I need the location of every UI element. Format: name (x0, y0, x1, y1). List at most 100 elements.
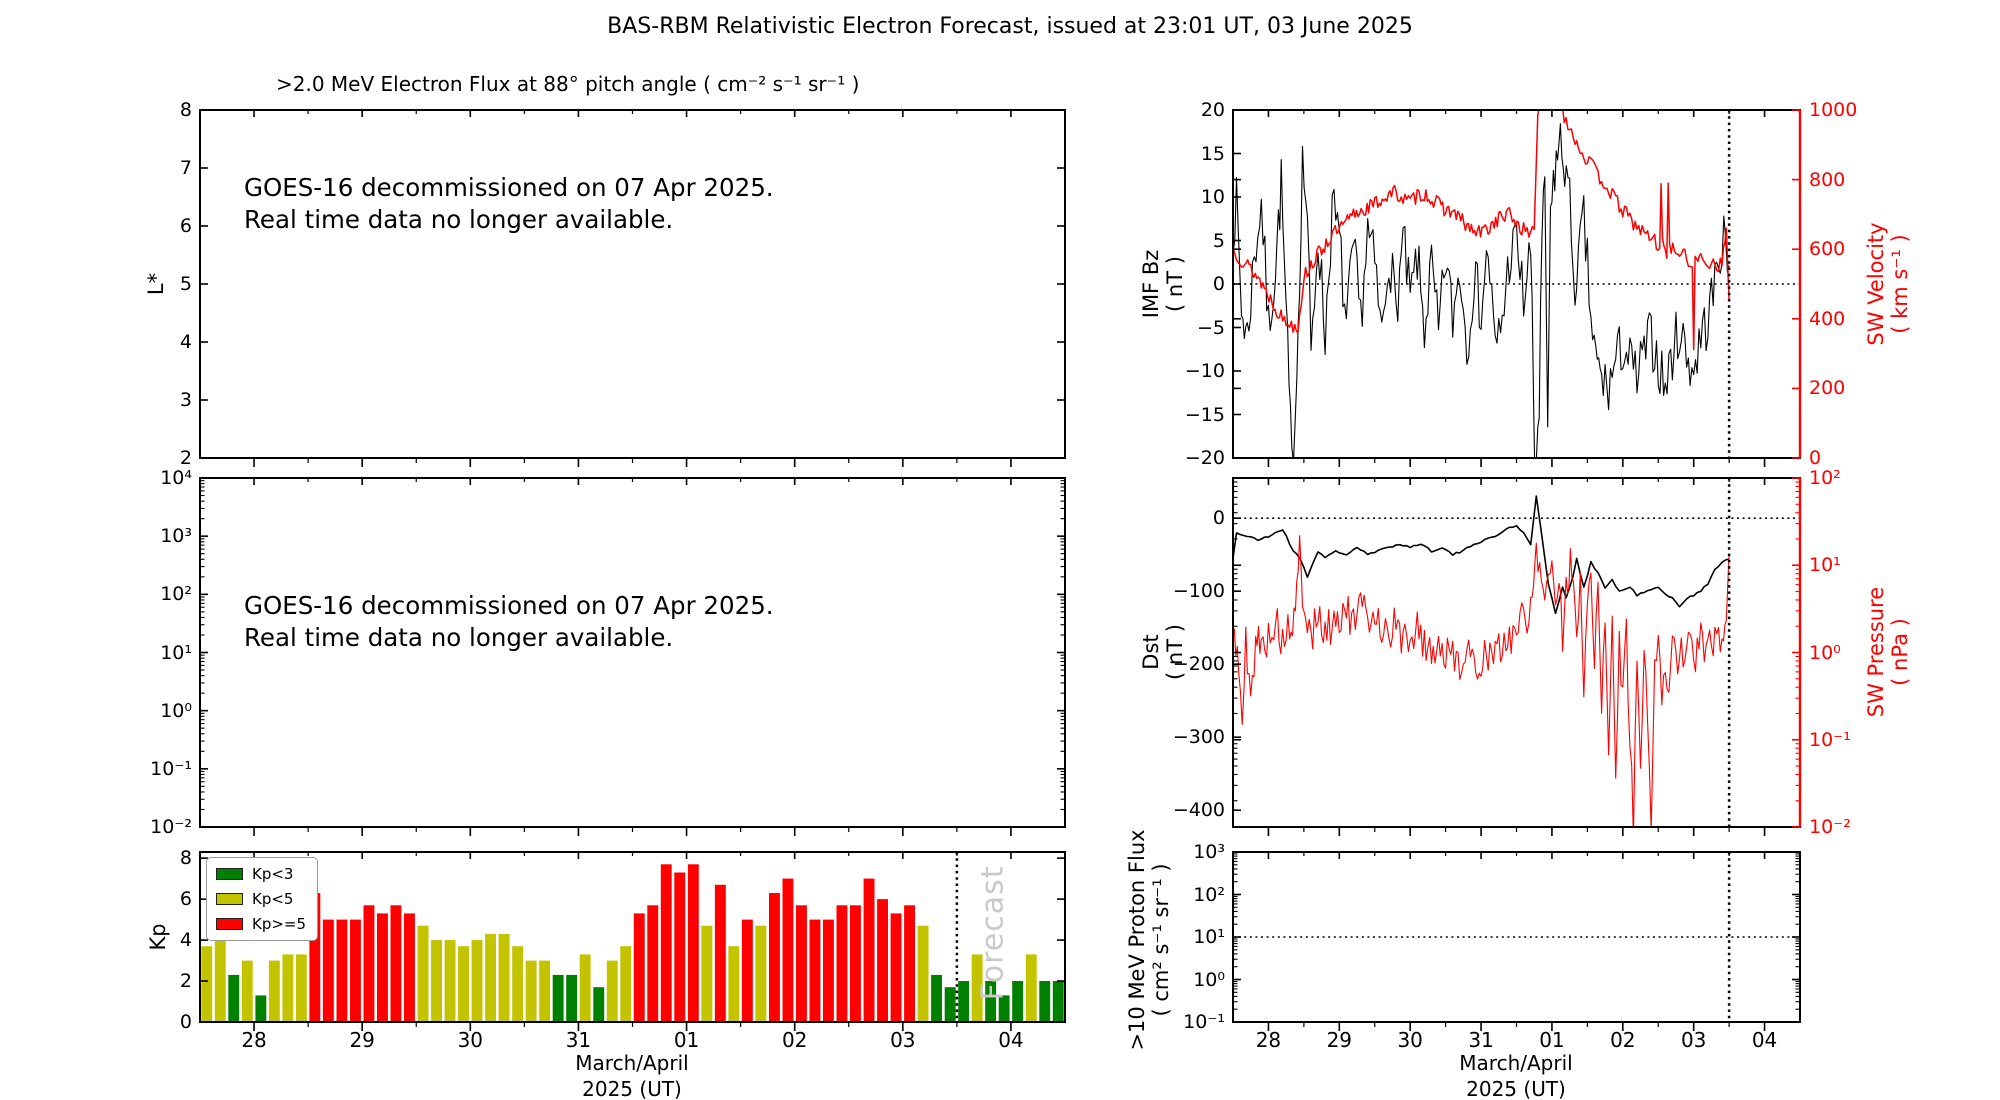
sw-pressure-axis-label: SW Pressure ( nPa ) (1864, 587, 1912, 717)
bz-ytick: −5 (1196, 316, 1225, 339)
bz-ytick: −15 (1184, 403, 1225, 426)
proton-ytick: 10¹ (1193, 926, 1225, 948)
y-ticks-both (200, 109, 1065, 459)
kp-legend-label: Kp>=5 (252, 915, 307, 933)
sw-pressure-axis-label-line1: SW Pressure (1863, 586, 1888, 718)
kp-legend-swatch (216, 893, 243, 905)
sw-velocity-axis-label: SW Velocity ( km s⁻¹ ) (1864, 222, 1912, 345)
dst-ytick: −200 (1172, 653, 1225, 676)
forecast-watermark: Forecast (975, 865, 1011, 1001)
imf-bz-axis-label-line2: ( nT ) (1163, 256, 1187, 312)
y-ticks-both (1233, 851, 1800, 1023)
xtick-left-31: 31 (565, 1028, 592, 1052)
bz-ytick: −10 (1184, 360, 1225, 382)
proton-ytick: 10⁰ (1193, 968, 1225, 991)
l2-ytick: 10⁴ (160, 467, 192, 489)
p-r3-plot (1232, 851, 1801, 1031)
kp-legend-label: Kp<3 (252, 865, 294, 883)
x-axis-label-left: March/April 2025 (UT) (575, 1050, 688, 1100)
l2-ytick: 10¹ (160, 641, 192, 664)
bz-ytick: −20 (1184, 447, 1225, 469)
pres-ytick: 10⁻² (1809, 816, 1851, 838)
bz-ytick: 15 (1200, 142, 1225, 165)
l1-ytick: 3 (179, 389, 192, 411)
l2-ytick: 10³ (160, 525, 192, 548)
xtick-left-02: 02 (781, 1028, 808, 1052)
kp-legend-swatch (216, 918, 243, 930)
imf-bz-axis-label-line1: IMF Bz (1138, 249, 1163, 319)
xtick-right-28: 28 (1255, 1028, 1282, 1052)
vel-ytick: 800 (1809, 168, 1846, 191)
dst-pressure-panel (1232, 477, 1802, 836)
kp-ytick: 0 (179, 1011, 192, 1033)
vel-ytick: 1000 (1809, 99, 1858, 121)
dst-axis-label-line1: Dst (1138, 634, 1163, 670)
kp-legend-label: Kp<5 (252, 890, 294, 908)
y-ticks-redright (1233, 477, 1800, 828)
xtick-right-30: 30 (1397, 1028, 1423, 1052)
p-l1-plot (199, 109, 1066, 467)
bz-ytick: 10 (1200, 186, 1225, 208)
vel-ytick: 400 (1809, 307, 1846, 330)
xtick-left-01: 01 (673, 1028, 700, 1052)
x-axis-label-right-line2: 2025 (UT) (1466, 1077, 1566, 1100)
proton-flux-axis-label: >10 MeV Proton Flux ( cm² s⁻¹ sr⁻¹ ) (1125, 829, 1173, 1050)
goes16-message2-line1: GOES-16 decommissioned on 07 Apr 2025. (244, 591, 774, 620)
vel-ytick: 0 (1809, 447, 1822, 469)
xtick-left-29: 29 (349, 1028, 375, 1052)
p-r1-plot (1232, 109, 1802, 467)
pres-ytick: 10² (1809, 467, 1841, 489)
pres-ytick: 10⁰ (1809, 641, 1841, 664)
kp-axis-label: Kp (145, 923, 170, 951)
y-ticks-left (1233, 853, 1238, 1010)
kp-legend-item-2: Kp>=5 (216, 915, 306, 933)
x-axis-label-right-line1: March/April (1459, 1051, 1573, 1075)
p-r2-plot (1232, 477, 1802, 836)
y-ticks-redright (1233, 481, 1800, 802)
xtick-right-29: 29 (1326, 1028, 1353, 1052)
y-ticks-both (200, 477, 1065, 828)
l2-ytick: 10² (160, 583, 192, 606)
xtick-right-01: 01 (1539, 1028, 1565, 1052)
proton-flux-panel (1232, 851, 1801, 1031)
lstar-axis-label: L* (143, 272, 168, 296)
y-ticks-both (200, 857, 1065, 1023)
y-ticks-left (200, 480, 205, 811)
y-ticks-redright (1233, 109, 1800, 459)
x-axis-label-right: March/April 2025 (UT) (1459, 1050, 1572, 1100)
x-ticks (1267, 110, 1766, 467)
kp-ytick: 6 (179, 888, 192, 911)
l1-ytick: 8 (179, 99, 192, 121)
proton-flux-axis-label-line1: >10 MeV Proton Flux (1124, 829, 1149, 1051)
goes16-message: GOES-16 decommissioned on 07 Apr 2025. R… (244, 172, 774, 236)
l1-ytick: 6 (179, 215, 192, 237)
kp-ytick: 2 (179, 970, 192, 993)
y-ticks-right (1060, 480, 1065, 811)
sw-velocity-axis-label-line1: SW Velocity (1863, 222, 1888, 346)
kp-ytick: 4 (179, 929, 192, 952)
proton-ytick: 10³ (1193, 841, 1225, 863)
p-l2-plot (199, 477, 1066, 836)
figure-title: BAS-RBM Relativistic Electron Forecast, … (607, 14, 1413, 39)
bz-ytick: 0 (1212, 273, 1225, 295)
goes16-message-line2: Real time data no longer available. (244, 204, 674, 234)
electron-flux-panel (199, 109, 1066, 467)
kp-legend-item-1: Kp<5 (216, 890, 306, 908)
xtick-left-30: 30 (457, 1028, 484, 1052)
goes16-message-2: GOES-16 decommissioned on 07 Apr 2025. R… (244, 590, 774, 654)
x-ticks (253, 110, 1012, 467)
kp-legend-item-0: Kp<3 (216, 865, 306, 883)
vel-ytick: 600 (1809, 238, 1846, 261)
l2-ytick: 10⁻² (150, 816, 192, 838)
l1-ytick: 4 (179, 331, 192, 353)
x-ticks (253, 478, 1012, 836)
sw-pressure-axis-label-line2: ( nPa ) (1888, 618, 1912, 686)
proton-flux-axis-label-line2: ( cm² s⁻¹ sr⁻¹ ) (1149, 863, 1173, 1017)
dst-ytick: −400 (1172, 799, 1225, 822)
vel-ytick: 200 (1809, 377, 1846, 400)
imf-bz-axis-label: IMF Bz ( nT ) (1139, 250, 1187, 319)
kp-ytick: 8 (179, 847, 192, 870)
dst-ytick: 0 (1212, 507, 1225, 530)
xtick-left-03: 03 (890, 1028, 916, 1052)
